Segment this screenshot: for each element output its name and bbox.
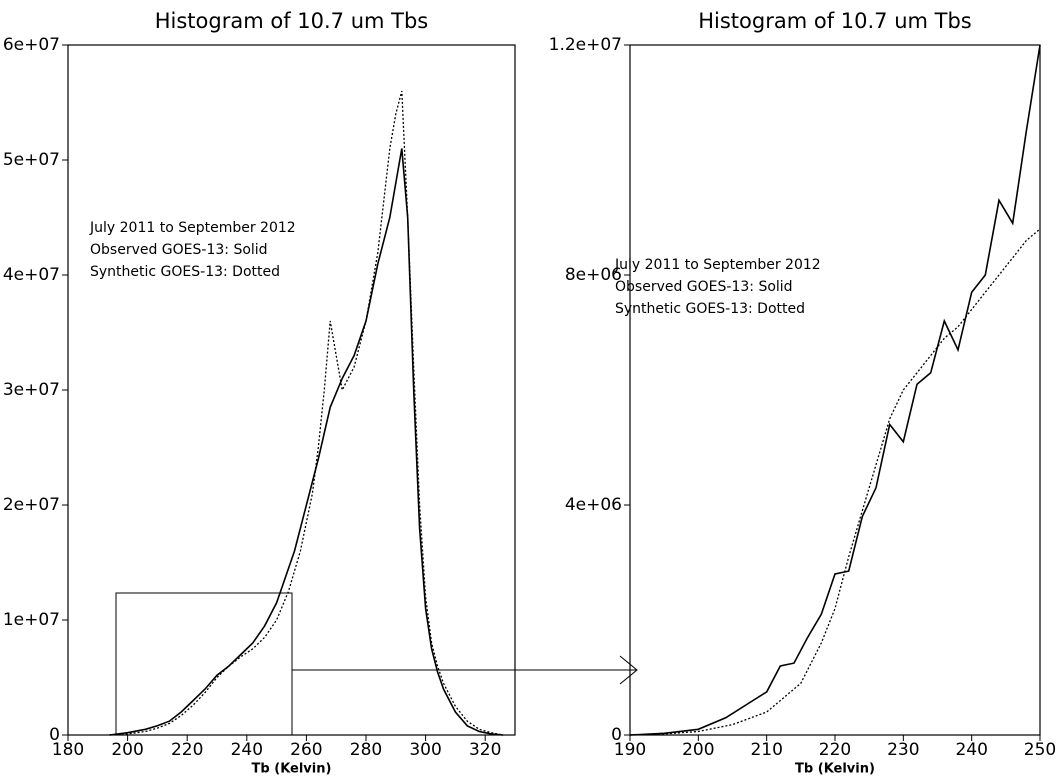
- chart-title: Histogram of 10.7 um Tbs: [698, 9, 972, 33]
- annotation: Observed GOES-13: Solid: [90, 242, 268, 258]
- x-axis-label: Tb (Kelvin): [252, 762, 332, 777]
- x-tick-label: 320: [469, 740, 501, 760]
- x-tick-label: 300: [409, 740, 441, 760]
- x-tick-label: 260: [290, 740, 322, 760]
- plot-frame: [629, 44, 1041, 736]
- data-line: [109, 148, 504, 736]
- y-tick-label: 3e+07: [3, 380, 60, 400]
- x-axis-label: Tb (Kelvin): [795, 762, 875, 777]
- y-tick-label: 1.2e+07: [549, 35, 622, 55]
- data-line: [109, 90, 504, 736]
- x-tick-label: 240: [231, 740, 263, 760]
- data-line: [629, 228, 1041, 736]
- y-tick-label: 2e+07: [3, 495, 60, 515]
- x-tick-label: 280: [350, 740, 382, 760]
- annotation: Observed GOES-13: Solid: [615, 279, 793, 295]
- y-tick-label: 1e+07: [3, 610, 60, 630]
- x-tick-label: 240: [955, 740, 987, 760]
- y-tick-label: 8e+06: [565, 265, 622, 285]
- x-tick-label: 190: [614, 740, 646, 760]
- y-tick-label: 4e+07: [3, 265, 60, 285]
- y-tick-label: 4e+06: [565, 495, 622, 515]
- chart-title: Histogram of 10.7 um Tbs: [155, 9, 429, 33]
- x-tick-label: 220: [819, 740, 851, 760]
- annotation: Synthetic GOES-13: Dotted: [615, 301, 805, 317]
- zoom-box: [115, 592, 293, 736]
- x-tick-label: 200: [111, 740, 143, 760]
- y-tick-label: 5e+07: [3, 150, 60, 170]
- x-tick-label: 200: [682, 740, 714, 760]
- x-tick-label: 180: [52, 740, 84, 760]
- x-tick-label: 210: [750, 740, 782, 760]
- arrow-head: [619, 655, 638, 685]
- annotation: July 2011 to September 2012: [614, 257, 821, 273]
- x-tick-label: 220: [171, 740, 203, 760]
- x-tick-label: 250: [1024, 740, 1056, 760]
- annotation: July 2011 to September 2012: [89, 220, 296, 236]
- x-tick-label: 230: [887, 740, 919, 760]
- y-tick-label: 6e+07: [3, 35, 60, 55]
- y-tick-label: 0: [611, 725, 622, 745]
- annotation: Synthetic GOES-13: Dotted: [90, 264, 280, 280]
- y-tick-label: 0: [49, 725, 60, 745]
- data-line: [629, 44, 1041, 736]
